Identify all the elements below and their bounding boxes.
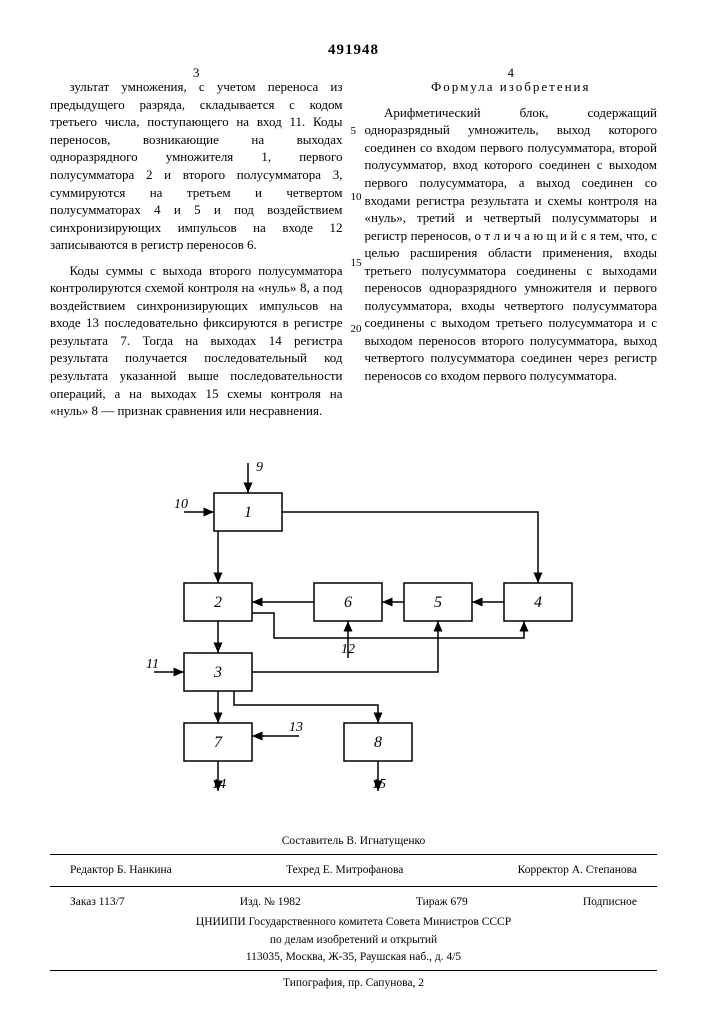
left-p2: Коды суммы с выхода второго полусумматор… [50,262,343,420]
right-p1: Арифметический блок, содержащий одноразр… [365,104,658,385]
document-number: 491948 [50,40,657,60]
page-col-num-left: 3 [193,64,200,82]
svg-text:13: 13 [289,720,303,735]
footer-editor: Редактор Б. Нанкина [70,862,172,879]
footer-org2: по делам изобретений и открытий [50,932,657,949]
line-marker-10: 10 [351,190,362,205]
page-col-num-right: 4 [508,64,515,82]
svg-text:15: 15 [372,777,386,792]
svg-text:10: 10 [174,497,188,512]
svg-text:9: 9 [256,460,263,475]
footer-org1: ЦНИИПИ Государственного комитета Совета … [50,914,657,931]
text-columns: 3 зультат умножения, с учетом переноса и… [50,78,657,427]
footer-addr: 113035, Москва, Ж-35, Раушская наб., д. … [50,949,657,966]
line-marker-15: 15 [351,256,362,271]
footer-order: Заказ 113/7 [70,894,125,911]
block-diagram: 126543789101112131415 [104,453,604,793]
left-p1: зультат умножения, с учетом переноса из … [50,78,343,253]
svg-text:8: 8 [374,734,382,751]
svg-text:2: 2 [214,594,222,611]
footer-corrector: Корректор А. Степанова [518,862,637,879]
svg-text:11: 11 [146,657,159,672]
line-marker-20: 20 [351,322,362,337]
svg-text:1: 1 [244,504,252,521]
svg-text:6: 6 [344,594,352,611]
footer-techred: Техред Е. Митрофанова [286,862,403,879]
footer-podpis: Подписное [583,894,637,911]
line-marker-5: 5 [351,124,357,139]
svg-text:12: 12 [341,642,355,657]
svg-text:4: 4 [534,594,542,611]
footer-block: Составитель В. Игнатущенко Редактор Б. Н… [50,833,657,993]
footer-izd: Изд. № 1982 [240,894,301,911]
svg-text:3: 3 [213,664,222,681]
footer-compiler: Составитель В. Игнатущенко [50,833,657,850]
svg-text:5: 5 [434,594,442,611]
footer-tirazh: Тираж 679 [416,894,468,911]
right-column: 4 5 10 15 20 Формула изобретения Арифмет… [365,78,658,427]
svg-text:7: 7 [214,734,223,751]
footer-typo: Типография, пр. Сапунова, 2 [50,975,657,992]
svg-text:14: 14 [212,777,226,792]
left-column: 3 зультат умножения, с учетом переноса и… [50,78,343,427]
